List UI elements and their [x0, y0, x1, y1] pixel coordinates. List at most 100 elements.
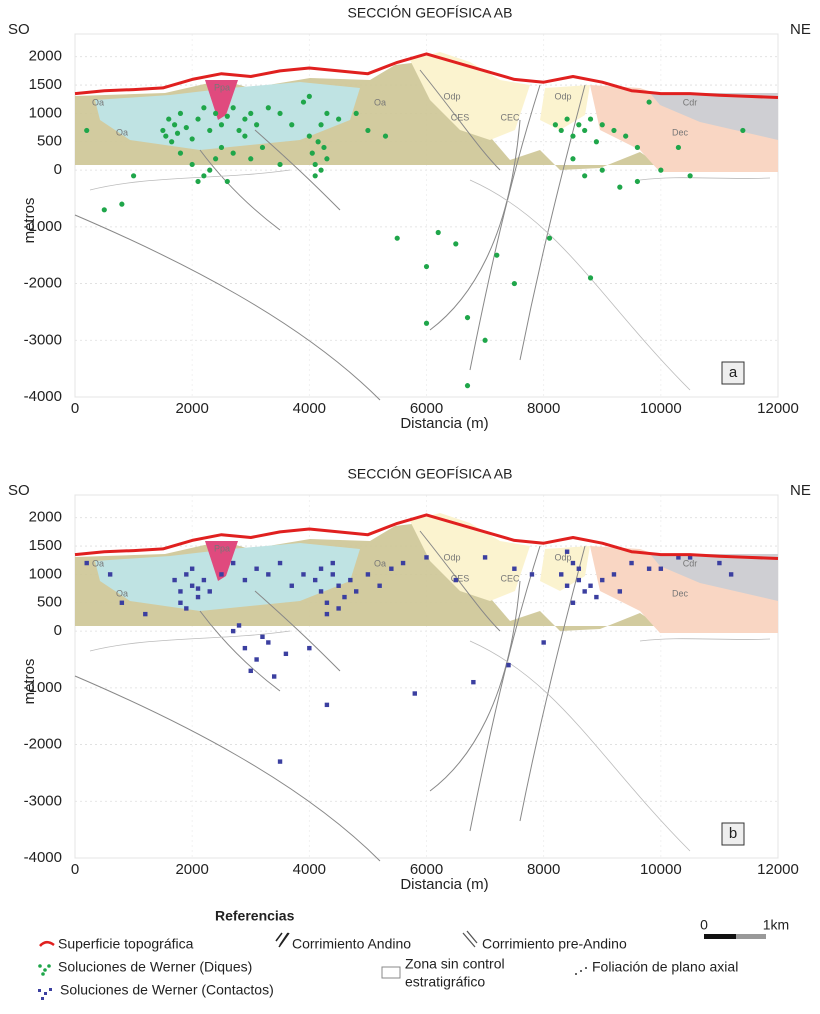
dike-solution: [658, 168, 663, 173]
dike-solution: [225, 179, 230, 184]
contact-solution: [565, 584, 569, 588]
dike-solution: [324, 156, 329, 161]
dike-solution: [242, 133, 247, 138]
x-tick-label: 8000: [527, 861, 560, 878]
unit-label: Odp: [554, 91, 571, 101]
dike-solution: [131, 173, 136, 178]
dike-solution: [482, 338, 487, 343]
legend-icon: [38, 988, 52, 1000]
corner-label: SO: [8, 482, 30, 499]
contact-solution: [629, 561, 633, 565]
y-tick-label: -3000: [24, 792, 62, 809]
contact-solution: [600, 578, 604, 582]
unit-label: Oa: [92, 97, 104, 107]
legend-title: Referencias: [215, 908, 295, 924]
x-tick-label: 4000: [293, 861, 326, 878]
legend-label: Soluciones de Werner (Contactos): [60, 982, 274, 998]
panel-label: a: [729, 364, 738, 381]
contact-solution: [612, 572, 616, 576]
dike-solution: [231, 151, 236, 156]
dike-solution: [307, 94, 312, 99]
contact-solution: [237, 623, 241, 627]
dike-solution: [588, 116, 593, 121]
dike-solution: [260, 145, 265, 150]
contact-solution: [178, 601, 182, 605]
dike-solution: [588, 275, 593, 280]
contact-solution: [278, 759, 282, 763]
dike-solution: [313, 173, 318, 178]
unit-label: CES: [451, 112, 470, 122]
legend-icon: [276, 933, 289, 947]
contact-solution: [231, 629, 235, 633]
x-tick-label: 2000: [175, 861, 208, 878]
y-tick-label: -1000: [24, 218, 62, 235]
contact-solution: [172, 578, 176, 582]
x-tick-label: 6000: [410, 861, 443, 878]
dike-solution: [169, 139, 174, 144]
y-tick-label: -1000: [24, 679, 62, 696]
contact-solution: [454, 578, 458, 582]
contact-solution: [202, 578, 206, 582]
contact-solution: [190, 567, 194, 571]
dike-solution: [318, 168, 323, 173]
contact-solution: [108, 572, 112, 576]
legend-label: Soluciones de Werner (Diques): [58, 959, 252, 975]
dike-solution: [195, 116, 200, 121]
y-tick-label: 1500: [29, 76, 62, 93]
dike-solution: [676, 145, 681, 150]
contact-solution: [313, 578, 317, 582]
dike-solution: [307, 133, 312, 138]
dike-solution: [336, 116, 341, 121]
contact-solution: [541, 640, 545, 644]
dike-solution: [178, 151, 183, 156]
contact-solution: [254, 567, 258, 571]
contact-solution: [254, 657, 258, 661]
scale-label: 0: [700, 917, 708, 933]
unit-label: Cdr: [683, 558, 698, 568]
dike-solution: [465, 315, 470, 320]
y-tick-label: 500: [37, 133, 62, 150]
dike-solution: [166, 116, 171, 121]
dike-solution: [313, 162, 318, 167]
dike-solution: [318, 122, 323, 127]
dike-solution: [635, 145, 640, 150]
dike-solution: [635, 179, 640, 184]
contact-solution: [325, 703, 329, 707]
legend-icon: [463, 931, 477, 947]
dike-solution: [565, 116, 570, 121]
dike-solution: [395, 236, 400, 241]
contact-solution: [243, 646, 247, 650]
contact-solution: [342, 595, 346, 599]
unit-label: CES: [451, 573, 470, 583]
dike-solution: [175, 131, 180, 136]
x-tick-label: 0: [71, 400, 79, 417]
dike-solution: [301, 99, 306, 104]
contact-solution: [325, 601, 329, 605]
dike-solution: [213, 156, 218, 161]
dike-solution: [172, 122, 177, 127]
dike-solution: [570, 156, 575, 161]
contact-solution: [272, 674, 276, 678]
legend: Referencias Superficie topográfica Corri…: [38, 908, 738, 1000]
dike-solution: [424, 321, 429, 326]
contact-solution: [594, 595, 598, 599]
page: Sección geofísica AB html, body { margin…: [0, 0, 820, 1014]
contact-solution: [618, 589, 622, 593]
dike-solution: [219, 122, 224, 127]
dike-solution: [195, 179, 200, 184]
legend-label: estratigráfico: [405, 974, 485, 990]
dike-solution: [512, 281, 517, 286]
contact-solution: [377, 584, 381, 588]
dike-solution: [310, 151, 315, 156]
y-tick-label: 0: [54, 622, 62, 639]
dike-solution: [207, 128, 212, 133]
unit-label: CEC: [500, 573, 520, 583]
x-tick-label: 8000: [527, 400, 560, 417]
y-tick-label: -2000: [24, 736, 62, 753]
x-axis-label: Distancia (m): [400, 876, 488, 893]
contact-solution: [659, 567, 663, 571]
dike-solution: [494, 253, 499, 258]
dike-solution: [248, 156, 253, 161]
dike-solution: [248, 111, 253, 116]
legend-label: Superficie topográfica: [58, 936, 194, 952]
